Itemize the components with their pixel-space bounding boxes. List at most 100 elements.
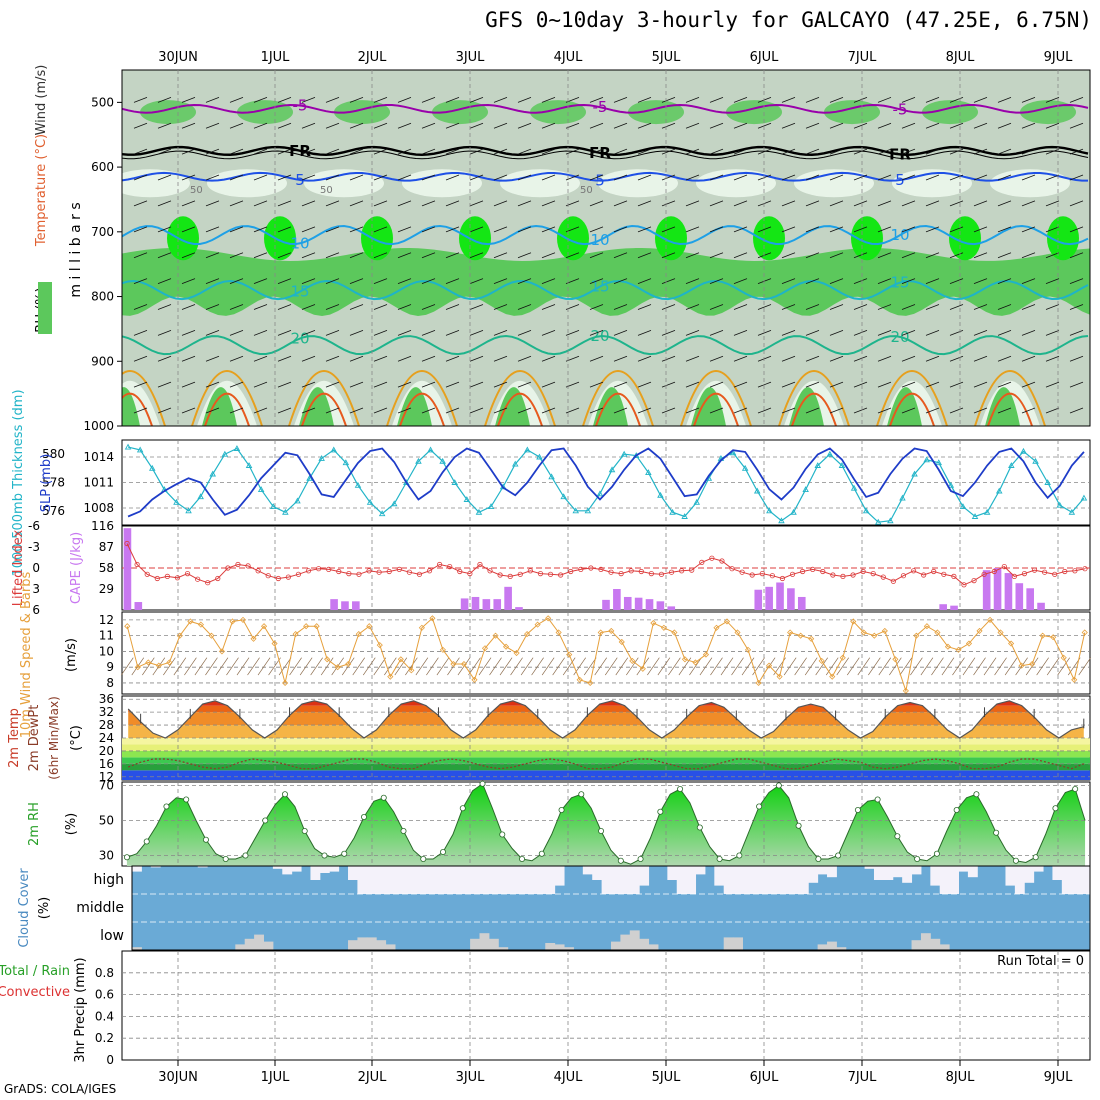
wind-barb-10m [394,657,408,676]
wind-speed-point [397,656,404,663]
rh-point [637,856,644,863]
high-cloud-clear [423,866,434,894]
rh-tick-label: 30 [99,849,114,863]
wind-barb [1069,252,1084,259]
wind-barb [613,355,628,362]
wind-barb [949,381,964,388]
wind-speed-point [545,615,552,622]
li-tick-label: 3 [32,582,40,596]
wind-barb [661,122,676,129]
wind-barb-10m [836,657,850,676]
wind-barb [709,355,724,362]
top-date-label: 30JUN [158,50,198,65]
wind-legend-label: Wind (m/s) [34,65,49,136]
wind-barb-10m [426,657,439,676]
wind-barb [229,381,244,388]
li-point [316,566,322,572]
rh-moist-patch [789,387,824,426]
rh-point [123,854,130,861]
rh-point [716,856,723,863]
precip-tick-label: 0.6 [95,988,114,1002]
wind-barb [877,174,892,181]
wind-barb [445,122,460,129]
high-cloud-clear [883,866,894,880]
temp-tick-label: 20 [99,744,114,758]
temp-25-contour [288,370,360,426]
li-point [376,569,382,575]
wind-barb-10m [194,657,208,676]
rh-humid-band [122,248,1090,316]
temp-warm-band [128,712,1084,726]
wind-barb [205,252,220,259]
wind-barb [637,200,652,207]
high-cloud-clear [949,866,960,894]
wind-barb-10m [941,657,955,676]
wind-barb [829,122,844,129]
thickness-point [1056,501,1064,508]
wind-speed-point [324,656,331,663]
wind-barb [637,304,652,310]
wind-barb [301,148,316,155]
wind-barb [949,252,964,259]
wind-barb [1069,96,1084,103]
thickness-point [1032,457,1039,464]
wind-barb [373,174,388,181]
wind-speed-point [1008,640,1015,647]
rh-point [696,824,703,831]
thickness-point [608,466,616,473]
wind-barb [349,226,364,233]
li-point [900,573,907,579]
wind-barb-10m [552,657,565,676]
precip-tick-label: 0.2 [95,1031,114,1045]
li-point [1021,570,1028,577]
high-cloud-clear [526,866,537,894]
contour-label: -5 [593,98,608,116]
wind-barb [901,200,916,207]
thickness-point [1044,479,1051,485]
contour-label: -5 [893,100,908,118]
li-point [779,575,786,582]
wind-barb [1069,330,1084,336]
wind-barb [421,122,436,129]
wind-barb [493,148,508,155]
contour-label: 20 [590,327,609,345]
wind-barb [781,252,796,259]
wind-barb [997,96,1012,103]
wind-barb [637,407,652,414]
wind-barb [757,355,772,362]
high-cloud-clear [357,866,368,894]
rh-point [143,838,150,845]
wind-barb [925,174,940,181]
wind-barb [229,96,244,103]
wind-speed-point [566,651,573,658]
wind-barb-10m [962,657,976,676]
wind-barb-10m [983,657,997,676]
high-cloud-clear [676,866,687,894]
wind-barb [877,278,892,284]
wind-barb [781,122,796,129]
wind-barb [397,304,412,310]
wind-barb [541,355,556,362]
wind-barb [661,252,676,259]
wind-barb [685,407,700,414]
wind-barb [397,278,412,284]
wind-barb [637,278,652,284]
wind-barb [277,96,292,103]
wind-barb-10m [899,657,913,676]
rh-saturated-patch [655,216,687,261]
thickness-point [838,462,846,468]
wind-barb [853,174,868,181]
wind-barb [805,148,820,155]
li-point [144,571,150,577]
wind-barb-10m [478,657,492,676]
rh-point [519,856,526,863]
wind-barb [997,148,1012,155]
rh-point [242,852,249,859]
wind-barb [517,226,532,233]
wind-barb [661,148,676,155]
wind-speed-point [997,629,1004,636]
wind-barb [541,252,556,259]
wind-barb [181,330,196,336]
wind-barb [157,278,172,284]
wind-barb [805,122,820,129]
